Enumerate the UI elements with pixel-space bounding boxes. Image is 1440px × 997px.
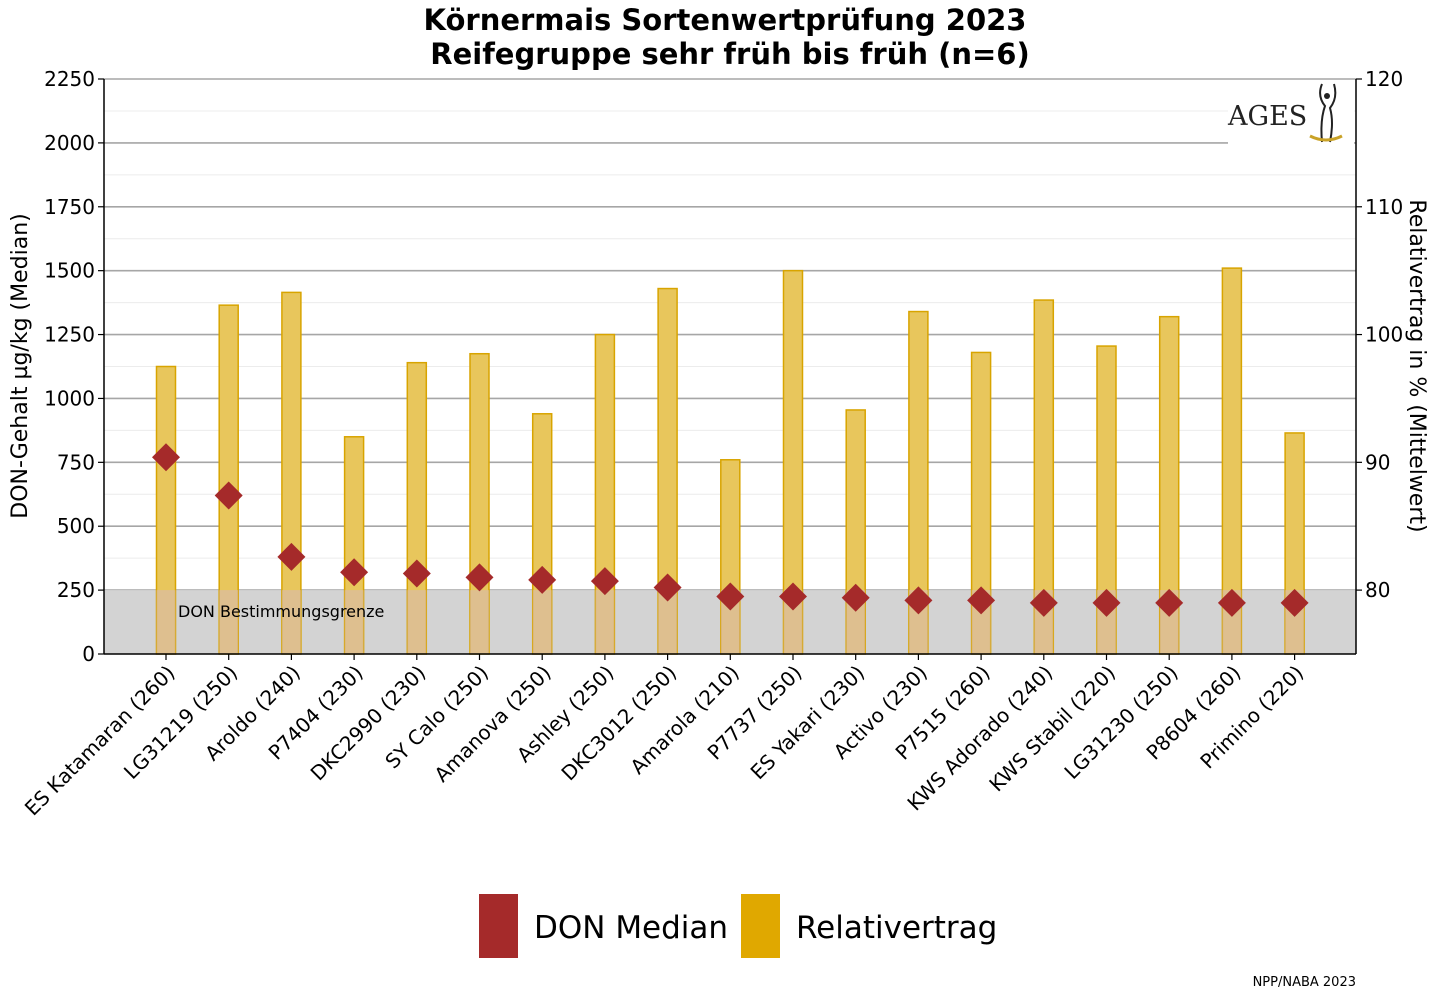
don-point (152, 443, 180, 472)
don-point (528, 565, 557, 594)
grid (104, 78, 1356, 623)
don-point (1280, 588, 1309, 617)
y-tick-labels: 0 250 500 750 1000 1250 1500 1750 2000 2250 (44, 67, 104, 666)
don-point (716, 582, 745, 611)
bar-lod-overlay (219, 590, 239, 654)
y-axis-title: DON-Gehalt µg/kg (Median) (8, 213, 33, 518)
x-tick-label: ES Yakari (230) (746, 661, 870, 785)
legend: DON Median Relativertrag (479, 894, 997, 958)
detection-limit-label: DON Bestimmungsgrenze (178, 602, 384, 621)
don-point (1092, 588, 1121, 617)
x-tick-label: Amanova (250) (429, 661, 555, 787)
bar-lod-overlay (281, 590, 301, 654)
legend-swatch-relativertrag (741, 894, 780, 958)
chart-title: Körnermais Sortenwertprüfung 2023 (424, 3, 1027, 37)
bar-lod-overlay (156, 590, 176, 654)
x-tick-label: DKC2990 (230) (306, 661, 431, 786)
bar-lod-overlay (595, 590, 615, 654)
don-point (904, 586, 933, 615)
ages-logo: AGES (1227, 80, 1354, 144)
y-tick-label: 2250 (44, 67, 95, 91)
y-tick-label: 2000 (44, 131, 95, 155)
y2-tick-labels: 80 90 100 110 120 (1356, 67, 1403, 602)
y2-axis-title: Relativertrag in % (Mittelwert) (1404, 199, 1429, 532)
don-point (590, 567, 619, 596)
ages-logo-text: AGES (1227, 101, 1307, 132)
y-tick-label: 1250 (44, 323, 95, 347)
bar-lod-overlay (344, 590, 364, 654)
y-tick-label: 750 (57, 450, 95, 474)
don-point (402, 559, 431, 588)
bar-lod-overlay (407, 590, 427, 654)
x-tick-label: LG31230 (250) (1059, 661, 1182, 784)
bar-lod-overlay (470, 590, 489, 654)
bar-lod-overlay (532, 590, 552, 654)
x-tick-label: LG31219 (250) (119, 661, 242, 784)
y-tick-label: 0 (82, 642, 95, 666)
don-point (277, 542, 306, 571)
don-point (214, 481, 243, 510)
don-point (653, 573, 682, 602)
don-point (967, 586, 996, 615)
x-tick-labels: ES Katamaran (260)LG31219 (250)Aroldo (2… (20, 654, 1308, 820)
y-tick-label: 250 (57, 578, 95, 602)
don-point (1155, 588, 1184, 617)
y2-tick-label: 80 (1365, 578, 1390, 602)
legend-label-relativertrag: Relativertrag (796, 910, 997, 946)
don-point (1029, 588, 1058, 617)
x-tick-label: Amarola (210) (625, 661, 743, 779)
y-tick-label: 1000 (44, 386, 95, 410)
don-point (465, 563, 494, 592)
x-tick-label: DKC3012 (250) (556, 661, 681, 786)
legend-label-don-median: DON Median (534, 910, 728, 946)
y2-tick-label: 120 (1365, 67, 1403, 91)
points (152, 443, 1309, 617)
detection-limit-overlay (156, 590, 1305, 654)
y2-tick-label: 90 (1365, 450, 1390, 474)
y-tick-label: 1500 (44, 259, 95, 283)
y2-tick-label: 110 (1365, 195, 1403, 219)
y2-tick-label: 100 (1365, 323, 1403, 347)
y-tick-label: 1750 (44, 195, 95, 219)
bar-lod-overlay (720, 590, 740, 654)
bar-lod-overlay (783, 590, 803, 654)
chart-subtitle: Reifegruppe sehr früh bis früh (n=6) (430, 37, 1029, 71)
don-point (779, 582, 807, 611)
legend-swatch-don-median (479, 894, 518, 958)
footer-credit: NPP/NABA 2023 (1253, 975, 1356, 990)
y-tick-label: 500 (57, 514, 95, 538)
ages-figure-icon (1309, 83, 1343, 143)
don-point (841, 583, 870, 612)
don-point (340, 558, 369, 587)
bar-lod-overlay (658, 590, 678, 654)
don-point (1217, 588, 1246, 617)
